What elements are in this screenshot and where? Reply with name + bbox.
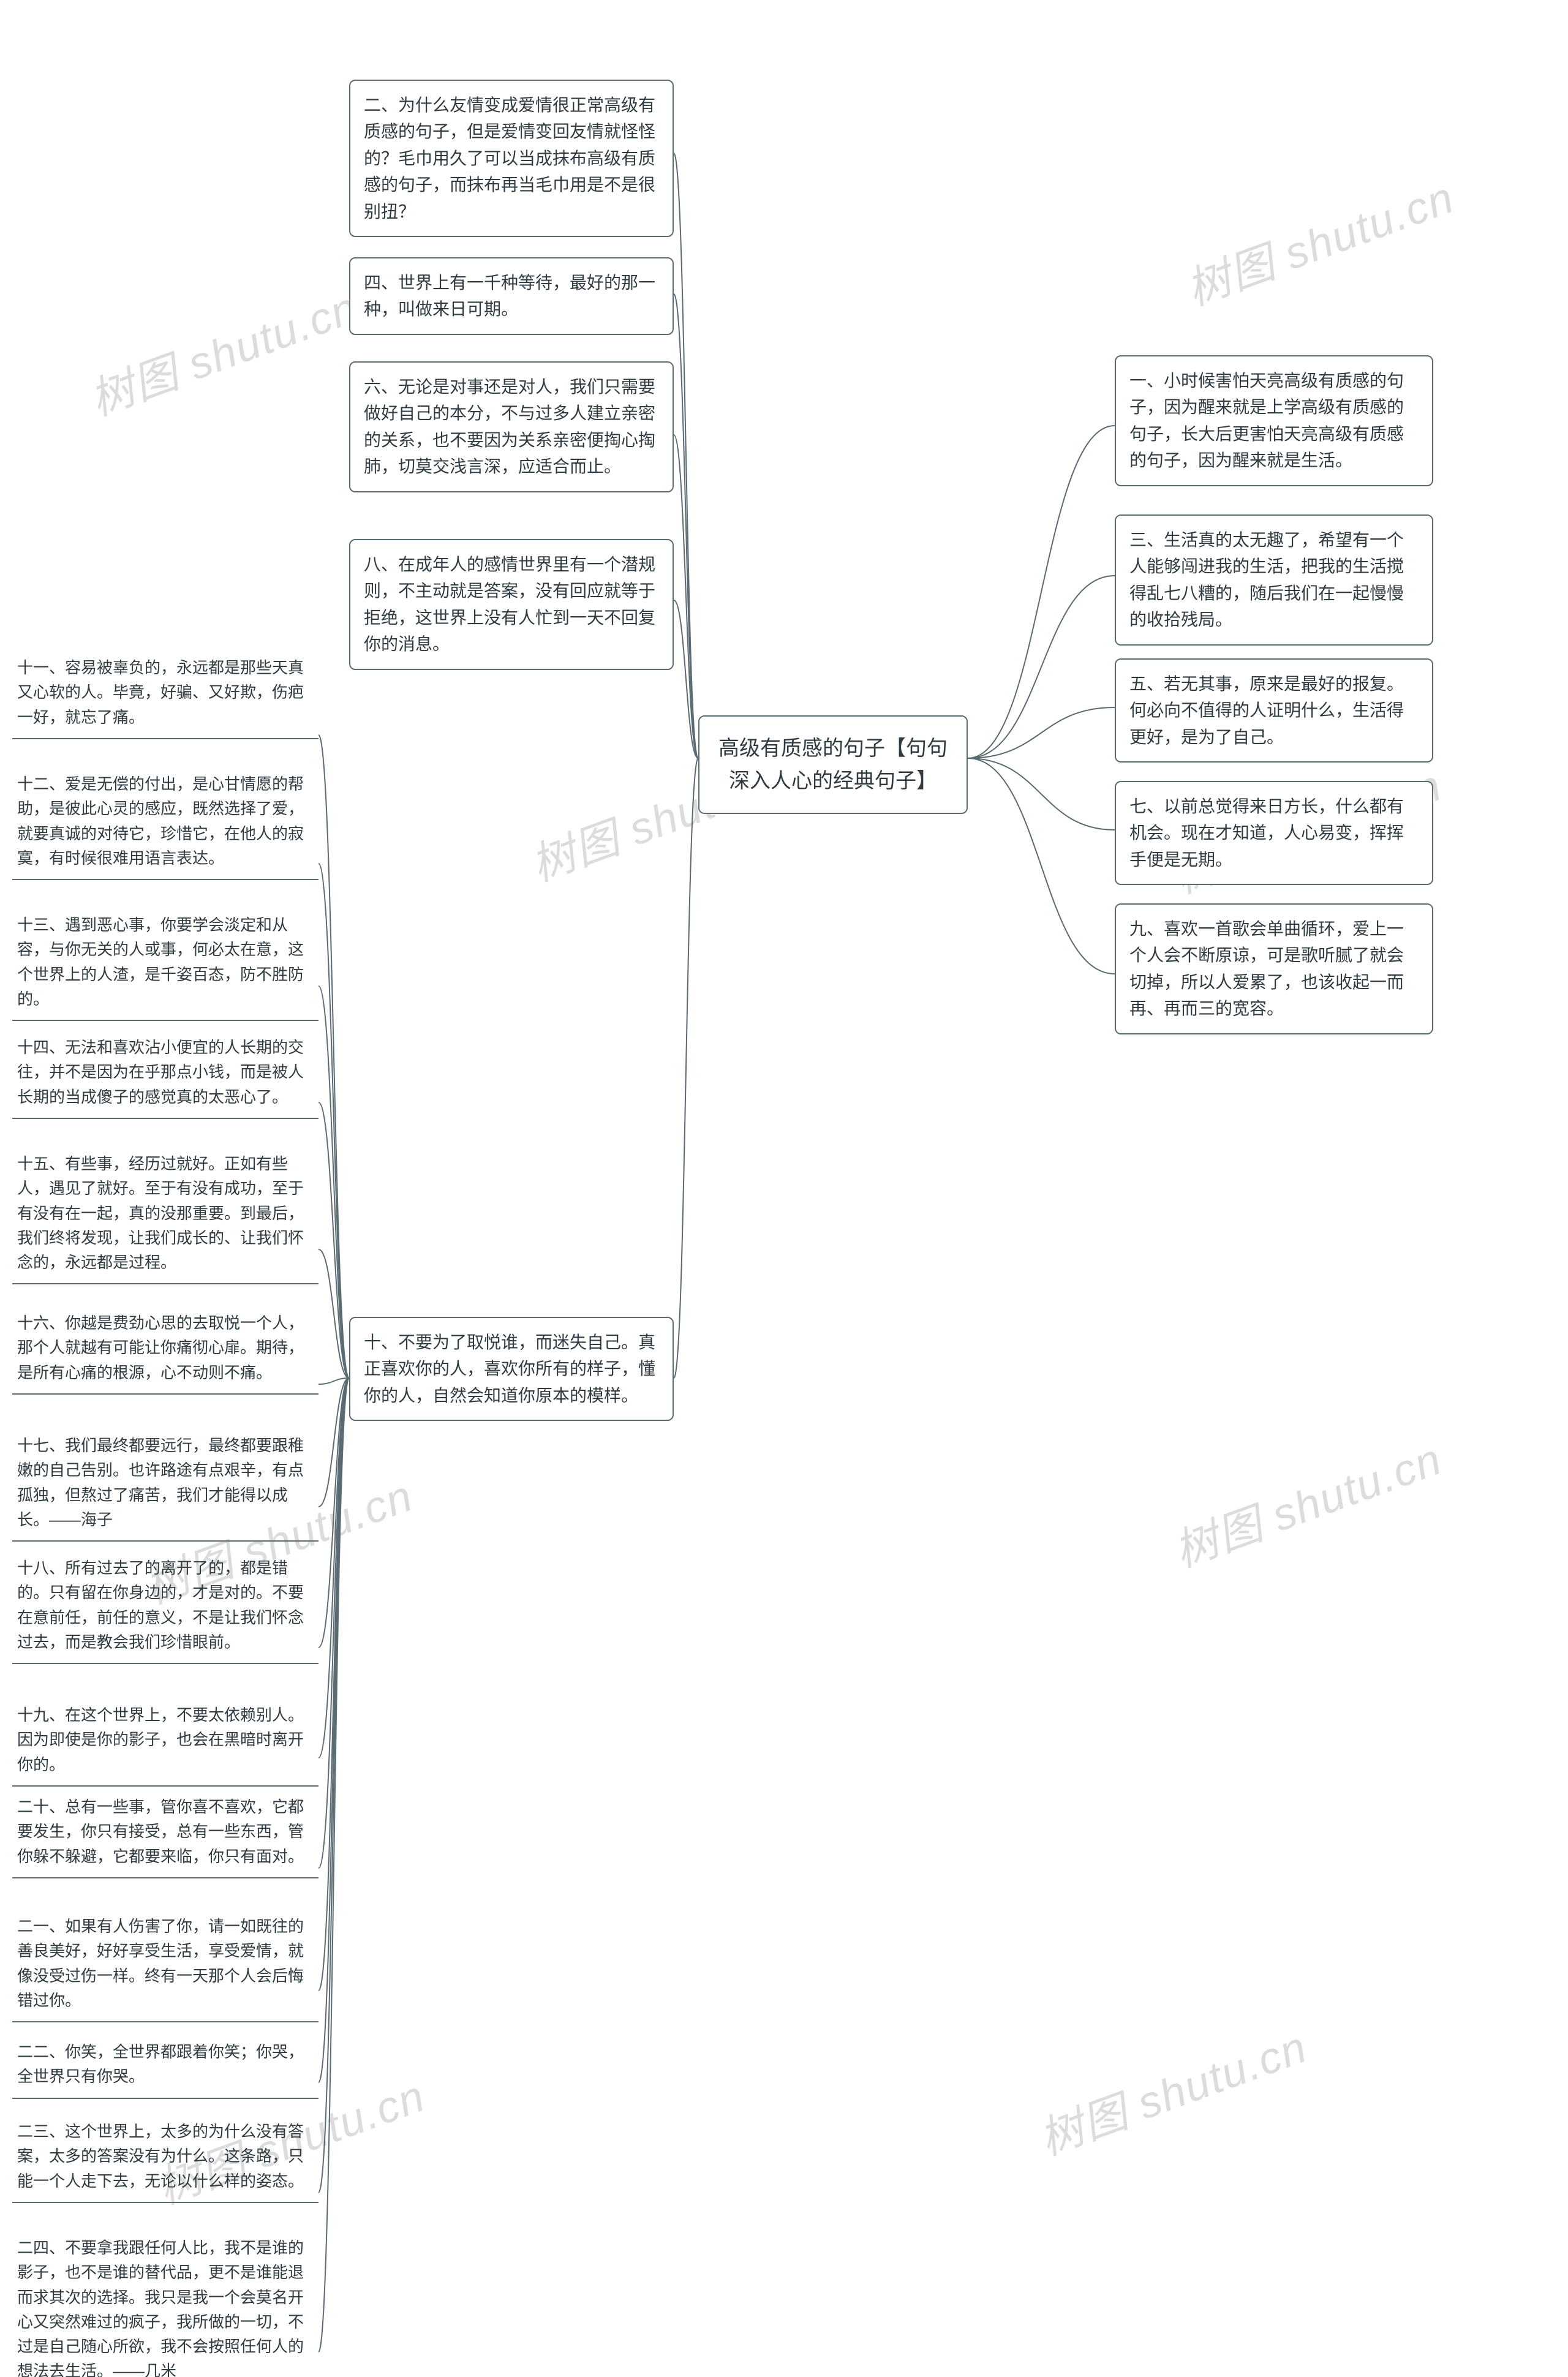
right-branch-node: 九、喜欢一首歌会单曲循环，爱上一个人会不断原谅，可是歌听腻了就会切掉，所以人爱累… xyxy=(1115,903,1433,1034)
branch-label: 七、以前总觉得来日方长，什么都有机会。现在才知道，人心易变，挥挥手便是无期。 xyxy=(1129,797,1404,869)
third-level-node: 二四、不要拿我跟任何人比，我不是谁的影子，也不是谁的替代品，更不是谁能退而求其次… xyxy=(12,2229,318,2377)
third-level-label: 十七、我们最终都要远行，最终都要跟稚嫩的自己告别。也许路途有点艰辛，有点孤独，但… xyxy=(17,1436,304,1529)
branch-label: 三、生活真的太无趣了，希望有一个人能够闯进我的生活，把我的生活搅得乱七八糟的，随… xyxy=(1129,530,1404,629)
watermark: 树图 shutu.cn xyxy=(1176,161,1461,317)
third-level-node: 十三、遇到恶心事，你要学会淡定和从容，与你无关的人或事，何必太在意，这个世界上的… xyxy=(12,906,318,1021)
third-level-label: 十九、在这个世界上，不要太依赖别人。因为即使是你的影子，也会在黑暗时离开你的。 xyxy=(17,1706,304,1774)
third-level-node: 十九、在这个世界上，不要太依赖别人。因为即使是你的影子，也会在黑暗时离开你的。 xyxy=(12,1697,318,1787)
watermark: 树图 shutu.cn xyxy=(80,271,365,428)
third-level-label: 二十、总有一些事，管你喜不喜欢，它都要发生，你只有接受，总有一些东西，管你躲不躲… xyxy=(17,1798,304,1866)
third-level-node: 二十、总有一些事，管你喜不喜欢，它都要发生，你只有接受，总有一些东西，管你躲不躲… xyxy=(12,1788,318,1878)
third-level-label: 二四、不要拿我跟任何人比，我不是谁的影子，也不是谁的替代品，更不是谁能退而求其次… xyxy=(17,2239,304,2377)
third-level-label: 十一、容易被辜负的，永远都是那些天真又心软的人。毕竟，好骗、又好欺，伤疤一好，就… xyxy=(17,658,304,726)
third-level-label: 十五、有些事，经历过就好。正如有些人，遇见了就好。至于有没有成功，至于有没有在一… xyxy=(17,1155,304,1271)
center-node: 高级有质感的句子【句句深入人心的经典句子】 xyxy=(698,715,968,814)
third-level-node: 十一、容易被辜负的，永远都是那些天真又心软的人。毕竟，好骗、又好欺，伤疤一好，就… xyxy=(12,649,318,739)
third-level-node: 二一、如果有人伤害了你，请一如既往的善良美好，好好享受生活，享受爱情，就像没受过… xyxy=(12,1908,318,2022)
branch-label: 九、喜欢一首歌会单曲循环，爱上一个人会不断原谅，可是歌听腻了就会切掉，所以人爱累… xyxy=(1129,919,1404,1018)
branch-label: 二、为什么友情变成爱情很正常高级有质感的句子，但是爱情变回友情就怪怪的？毛巾用久… xyxy=(364,96,655,221)
third-level-node: 十四、无法和喜欢沾小便宜的人长期的交往，并不是因为在乎那点小钱，而是被人长期的当… xyxy=(12,1029,318,1119)
left-branch-node: 八、在成年人的感情世界里有一个潜规则，不主动就是答案，没有回应就等于拒绝，这世界… xyxy=(349,539,674,670)
left-branch-node: 二、为什么友情变成爱情很正常高级有质感的句子，但是爱情变回友情就怪怪的？毛巾用久… xyxy=(349,80,674,237)
third-level-label: 二三、这个世界上，太多的为什么没有答案，太多的答案没有为什么。这条路，只能一个人… xyxy=(17,2122,304,2190)
center-label: 高级有质感的句子【句句深入人心的经典句子】 xyxy=(718,737,948,793)
third-level-label: 二二、你笑，全世界都跟着你笑；你哭，全世界只有你哭。 xyxy=(17,2043,304,2085)
right-branch-node: 一、小时候害怕天亮高级有质感的句子，因为醒来就是上学高级有质感的句子，长大后更害… xyxy=(1115,355,1433,486)
watermark: 树图 shutu.cn xyxy=(1164,1423,1449,1579)
third-level-node: 十八、所有过去了的离开了的，都是错的。只有留在你身边的，才是对的。不要在意前任，… xyxy=(12,1550,318,1664)
left-branch-node: 六、无论是对事还是对人，我们只需要做好自己的本分，不与过多人建立亲密的关系，也不… xyxy=(349,361,674,492)
third-level-label: 十六、你越是费劲心思的去取悦一个人，那个人就越有可能让你痛彻心扉。期待，是所有心… xyxy=(17,1314,304,1382)
branch-label: 四、世界上有一千种等待，最好的那一种，叫做来日可期。 xyxy=(364,273,655,318)
third-level-node: 十七、我们最终都要远行，最终都要跟稚嫩的自己告别。也许路途有点艰辛，有点孤独，但… xyxy=(12,1427,318,1542)
branch-label: 六、无论是对事还是对人，我们只需要做好自己的本分，不与过多人建立亲密的关系，也不… xyxy=(364,377,655,476)
left-branch-node: 十、不要为了取悦谁，而迷失自己。真正喜欢你的人，喜欢你所有的样子，懂你的人，自然… xyxy=(349,1317,674,1421)
third-level-label: 十二、爱是无偿的付出，是心甘情愿的帮助，是彼此心灵的感应，既然选择了爱，就要真诚… xyxy=(17,775,304,867)
right-branch-node: 七、以前总觉得来日方长，什么都有机会。现在才知道，人心易变，挥挥手便是无期。 xyxy=(1115,781,1433,885)
right-branch-node: 五、若无其事，原来是最好的报复。何必向不值得的人证明什么，生活得更好，是为了自己… xyxy=(1115,658,1433,763)
branch-label: 八、在成年人的感情世界里有一个潜规则，不主动就是答案，没有回应就等于拒绝，这世界… xyxy=(364,555,655,654)
third-level-label: 十四、无法和喜欢沾小便宜的人长期的交往，并不是因为在乎那点小钱，而是被人长期的当… xyxy=(17,1038,304,1106)
watermark: 树图 shutu.cn xyxy=(1029,2011,1314,2167)
right-branch-node: 三、生活真的太无趣了，希望有一个人能够闯进我的生活，把我的生活搅得乱七八糟的，随… xyxy=(1115,514,1433,646)
left-branch-node: 四、世界上有一千种等待，最好的那一种，叫做来日可期。 xyxy=(349,257,674,335)
third-level-node: 十五、有些事，经历过就好。正如有些人，遇见了就好。至于有没有成功，至于有没有在一… xyxy=(12,1145,318,1284)
third-level-node: 二三、这个世界上，太多的为什么没有答案，太多的答案没有为什么。这条路，只能一个人… xyxy=(12,2113,318,2203)
branch-label: 一、小时候害怕天亮高级有质感的句子，因为醒来就是上学高级有质感的句子，长大后更害… xyxy=(1129,371,1404,470)
third-level-label: 十三、遇到恶心事，你要学会淡定和从容，与你无关的人或事，何必太在意，这个世界上的… xyxy=(17,916,304,1008)
branch-label: 十、不要为了取悦谁，而迷失自己。真正喜欢你的人，喜欢你所有的样子，懂你的人，自然… xyxy=(364,1333,655,1405)
third-level-node: 十二、爱是无偿的付出，是心甘情愿的帮助，是彼此心灵的感应，既然选择了爱，就要真诚… xyxy=(12,766,318,880)
third-level-node: 二二、你笑，全世界都跟着你笑；你哭，全世界只有你哭。 xyxy=(12,2033,318,2099)
mindmap-canvas: 树图 shutu.cn 树图 shutu.cn 树图 shutu.cn 树图 shut… xyxy=(0,0,1568,2377)
third-level-label: 十八、所有过去了的离开了的，都是错的。只有留在你身边的，才是对的。不要在意前任，… xyxy=(17,1559,304,1651)
third-level-node: 十六、你越是费劲心思的去取悦一个人，那个人就越有可能让你痛彻心扉。期待，是所有心… xyxy=(12,1305,318,1395)
branch-label: 五、若无其事，原来是最好的报复。何必向不值得的人证明什么，生活得更好，是为了自己… xyxy=(1129,674,1404,747)
third-level-label: 二一、如果有人伤害了你，请一如既往的善良美好，好好享受生活，享受爱情，就像没受过… xyxy=(17,1917,304,2010)
